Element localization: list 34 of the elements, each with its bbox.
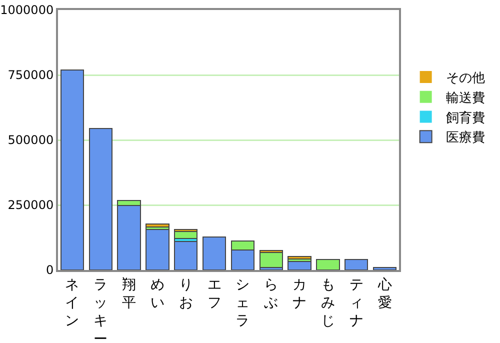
bar <box>146 223 170 228</box>
x-tick-label: 翔平 <box>122 276 136 311</box>
x-tick-label: めい <box>150 276 164 311</box>
y-tick-label: 750000 <box>8 68 54 82</box>
bar <box>60 69 84 270</box>
x-tick-label: らぶ <box>264 276 278 311</box>
legend-label: 医療費 <box>446 130 485 146</box>
x-tick-label: エフ <box>207 276 222 311</box>
bar <box>202 236 226 270</box>
x-tick-label: りお <box>178 276 193 311</box>
bar <box>174 240 198 270</box>
x-tick-label: ティナ <box>349 276 364 330</box>
bar <box>316 258 340 270</box>
y-tick-label: 0 <box>46 263 54 278</box>
bar <box>288 256 312 260</box>
bar <box>88 128 112 270</box>
y-tick-label: 500000 <box>8 133 54 148</box>
x-tick-label: 心愛 <box>376 276 392 311</box>
legend-label: その他 <box>446 71 485 86</box>
y-tick-label: 1000000 <box>0 3 54 18</box>
x-tick-label: もみじ <box>320 276 335 330</box>
bar <box>146 229 170 270</box>
x-tick-label: シェラ <box>236 276 250 330</box>
y-tick-label: 250000 <box>8 198 54 212</box>
bar <box>288 260 312 270</box>
x-tick-label: ラッキー <box>94 276 108 343</box>
x-tick-label: ネイン <box>65 276 80 330</box>
bar <box>372 266 397 270</box>
bar <box>259 252 283 268</box>
legend-label: 輸送費 <box>446 90 485 106</box>
bar <box>344 258 368 270</box>
x-tick-label: カナ <box>292 276 307 311</box>
legend-label: 飼育費 <box>446 110 485 126</box>
bar <box>174 231 198 239</box>
